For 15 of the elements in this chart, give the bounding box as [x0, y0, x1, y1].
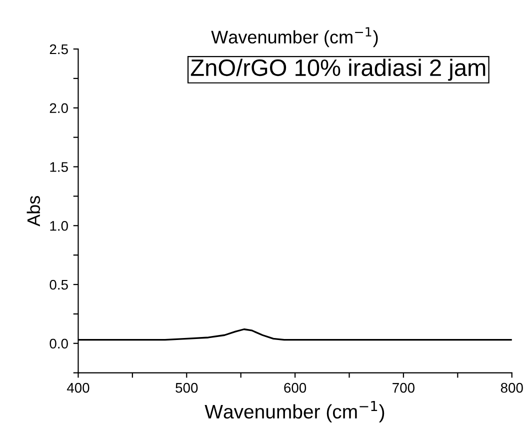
annotation: ZnO/rGO 10% iradiasi 2 jam	[190, 58, 486, 81]
x-tick-label: 600	[284, 382, 306, 393]
x-tick-label: 500	[176, 382, 198, 393]
y-tick-label: 0.5	[50, 280, 68, 290]
x-tick-label: 800	[500, 382, 523, 393]
x-axis-title: Wavenumber (cm$^{−1}$)	[204, 401, 384, 422]
y-tick-label: 1.5	[50, 162, 68, 172]
y-tick-label: 2.0	[50, 103, 68, 114]
x-tick-label: 700	[392, 382, 415, 393]
x-tick-label: 400	[66, 382, 90, 393]
y-tick-label: 2.5	[50, 44, 68, 54]
y-tick-label: 1.0	[50, 220, 68, 231]
y-axis-title: Abs	[26, 196, 40, 226]
chart-title: Wavenumber (cm$^{−1}$)	[211, 27, 378, 48]
y-tick-label: 0.0	[50, 338, 68, 349]
